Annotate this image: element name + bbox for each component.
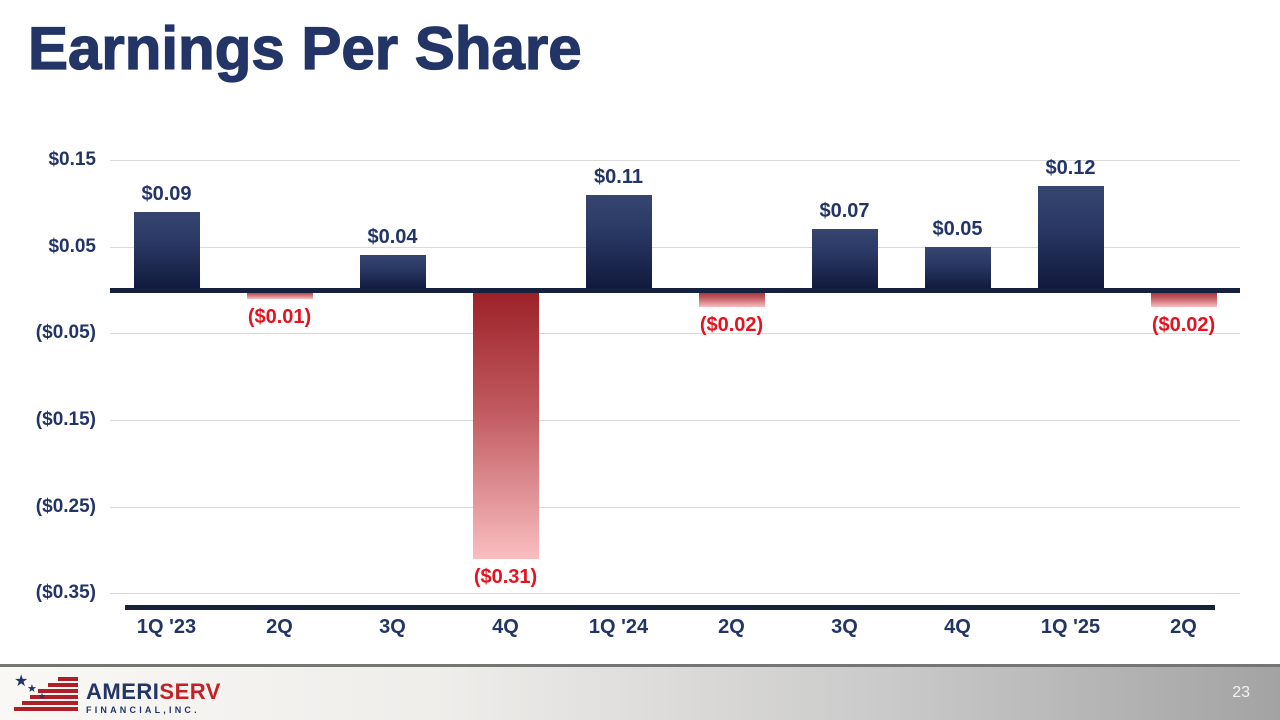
star-icon: ★ bbox=[38, 691, 47, 701]
bar-value-label: ($0.31) bbox=[473, 565, 538, 588]
logo-text: AMERISERV FINANCIAL,INC. bbox=[86, 681, 221, 716]
zero-axis-line bbox=[110, 287, 1240, 293]
x-axis-tick-label: 3Q bbox=[379, 616, 406, 638]
eps-bar-chart: $0.15 $0.05 ($0.05) ($0.15) ($0.25) ($0.35) $0… bbox=[35, 148, 1240, 638]
y-axis-tick-label: $0.05 bbox=[48, 235, 96, 257]
bar-1Q23 bbox=[133, 211, 200, 290]
bar-3Q bbox=[359, 255, 426, 290]
y-axis-tick-label: ($0.35) bbox=[35, 582, 96, 604]
flag-stripe bbox=[38, 689, 78, 693]
bar-value-label: ($0.02) bbox=[1151, 314, 1216, 337]
flag-icon: ★ ★ ★ bbox=[14, 673, 78, 713]
bar-value-label: $0.12 bbox=[1045, 156, 1096, 179]
x-axis-tick-label: 1Q '24 bbox=[588, 616, 649, 638]
x-axis-tick-label: 2Q bbox=[718, 616, 745, 638]
bar-2Q bbox=[1150, 290, 1217, 308]
bar-4Q bbox=[472, 290, 539, 559]
star-icon: ★ bbox=[27, 683, 37, 695]
x-axis-tick-label: 3Q bbox=[831, 616, 858, 638]
bar-value-label: $0.05 bbox=[932, 217, 983, 240]
flag-stripe bbox=[22, 701, 78, 705]
y-gridline bbox=[110, 246, 1240, 248]
bar-value-label: $0.04 bbox=[367, 226, 418, 249]
bar-value-label: $0.11 bbox=[594, 165, 643, 188]
x-axis-tick-label: 2Q bbox=[266, 616, 293, 638]
bar-1Q24 bbox=[585, 194, 652, 290]
page-number: 23 bbox=[1232, 684, 1250, 701]
x-axis-tick-label: 1Q '23 bbox=[136, 616, 197, 638]
y-axis-tick-label: $0.15 bbox=[48, 148, 96, 170]
star-icon: ★ bbox=[14, 673, 29, 690]
ameriserv-logo: ★ ★ ★ AMERISERV FINANCIAL,INC. bbox=[14, 673, 221, 716]
x-axis-tick-label: 1Q '25 bbox=[1040, 616, 1101, 638]
y-axis-tick-label: ($0.25) bbox=[35, 495, 96, 517]
y-gridline bbox=[110, 420, 1240, 421]
y-gridline bbox=[110, 593, 1240, 595]
bar-4Q bbox=[924, 246, 991, 290]
bar-value-label: ($0.01) bbox=[247, 305, 312, 328]
logo-name-accent: SERV bbox=[159, 679, 221, 704]
flag-stripe bbox=[58, 677, 78, 681]
logo-company-name: AMERISERV bbox=[86, 681, 221, 703]
y-gridline bbox=[110, 333, 1240, 335]
bar-3Q bbox=[811, 229, 878, 290]
page-title: Earnings Per Share bbox=[27, 14, 582, 82]
bar-1Q25 bbox=[1037, 185, 1104, 290]
footer-bar: ★ ★ ★ AMERISERV FINANCIAL,INC. 23 bbox=[0, 664, 1280, 720]
y-axis-tick-label: ($0.05) bbox=[35, 322, 96, 344]
bar-value-label: ($0.02) bbox=[699, 314, 764, 337]
x-axis-line bbox=[125, 605, 1215, 610]
y-gridline bbox=[110, 506, 1240, 508]
x-axis-tick-label: 2Q bbox=[1170, 616, 1197, 638]
bar-value-label: $0.09 bbox=[141, 182, 192, 205]
flag-stripe bbox=[48, 683, 78, 687]
logo-name-primary: AMERI bbox=[86, 679, 160, 704]
x-axis-tick-label: 4Q bbox=[944, 616, 971, 638]
bar-2Q bbox=[698, 290, 765, 308]
flag-stripe bbox=[30, 695, 78, 699]
logo-subtitle: FINANCIAL,INC. bbox=[86, 705, 200, 715]
x-axis-tick-label: 4Q bbox=[492, 616, 519, 638]
y-gridline bbox=[110, 159, 1240, 161]
flag-stripe bbox=[14, 707, 78, 711]
y-axis-tick-label: ($0.15) bbox=[35, 409, 96, 430]
bar-value-label: $0.07 bbox=[819, 200, 870, 223]
bar-2Q bbox=[246, 290, 313, 299]
